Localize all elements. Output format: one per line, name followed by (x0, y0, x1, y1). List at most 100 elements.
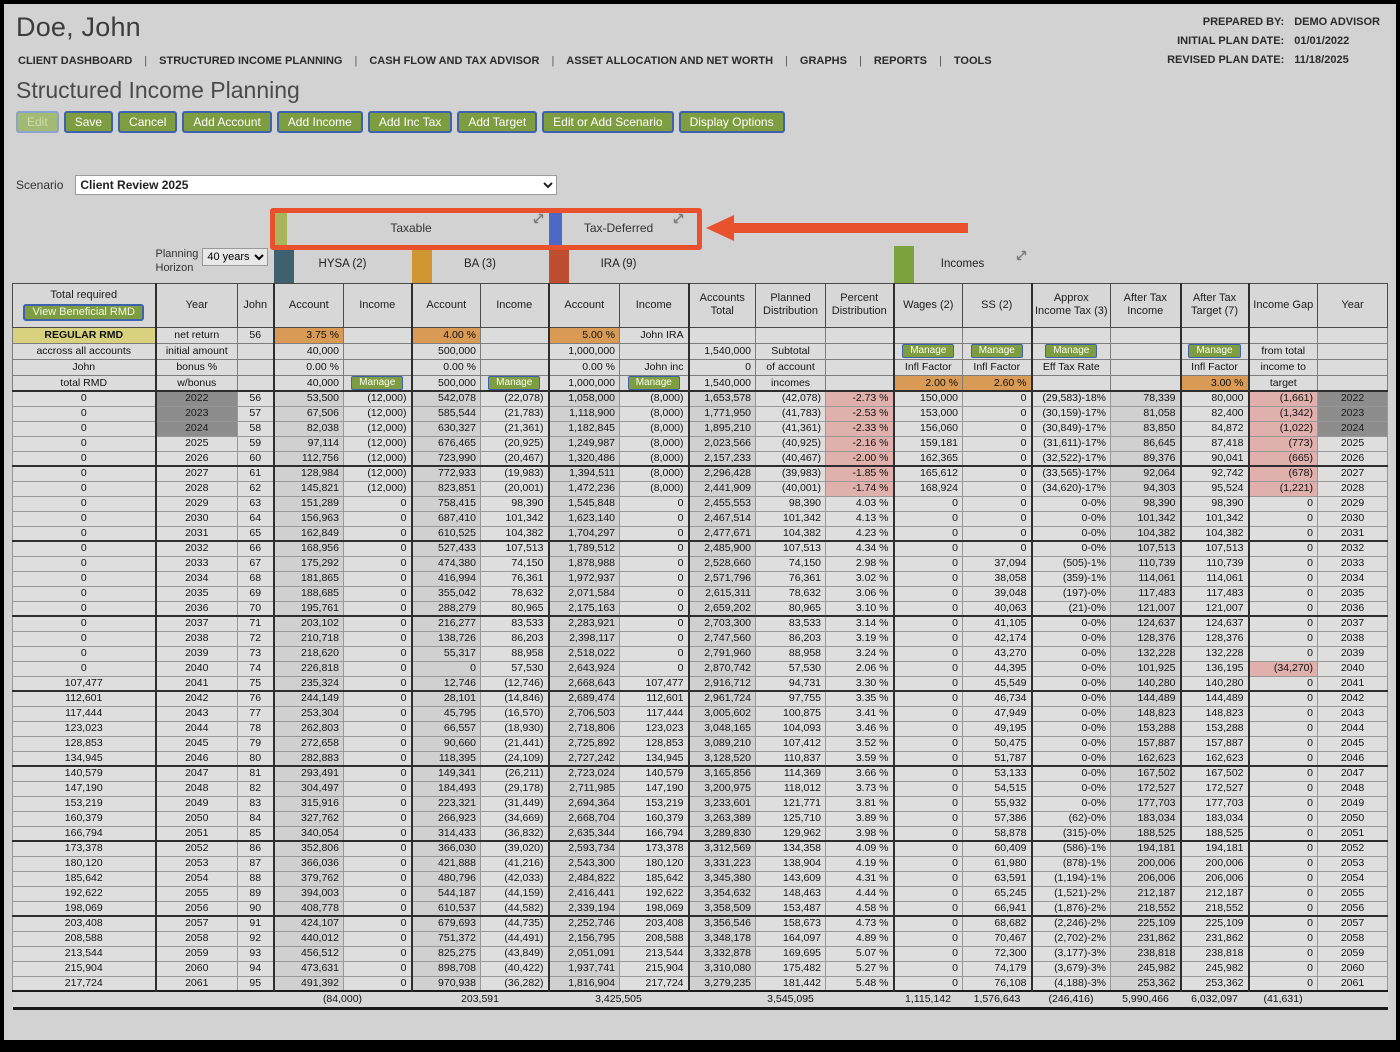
nav-item-client-dashboard[interactable]: CLIENT DASHBOARD (18, 55, 133, 67)
nav-item-graphs[interactable]: GRAPHS (799, 55, 847, 67)
cell-john-age: 83 (237, 795, 274, 812)
cell-ss: 47,949 (962, 705, 1033, 722)
cell-ss: 0 (962, 435, 1033, 452)
cell-after-tax-target: 231,862 (1179, 930, 1250, 947)
group-header-ba-3-[interactable]: BA (3) (411, 246, 549, 283)
cancel-button[interactable]: Cancel (118, 111, 178, 133)
expand-collapse-icon[interactable] (1015, 249, 1028, 262)
cell-wages: 162,365 (892, 450, 964, 467)
cell-hysa-income: 0 (343, 795, 412, 812)
meta-cell-accounts-total: 1,540,000 (687, 342, 757, 360)
cell-john-age: 78 (237, 720, 274, 737)
table-row-2031: 0 2031 65 162,849 0 610,525 104,382 1,704,297 0 2… (12, 525, 1389, 542)
cell-accounts-total: 2,961,724 (687, 690, 757, 707)
add-account-button[interactable]: Add Account (182, 111, 272, 133)
cell-ba-income: 76,361 (480, 570, 549, 587)
cell-hysa-income: 0 (343, 735, 412, 752)
cell-ba-income: 80,965 (480, 600, 549, 617)
manage-button[interactable]: Manage (351, 376, 404, 390)
cell-wages: 0 (892, 900, 964, 917)
cell-income-gap: (665) (1247, 450, 1319, 467)
cell-year-right: 2055 (1317, 885, 1389, 902)
total-income-gap: (41,631) (1248, 990, 1318, 1010)
group-header-hysa-2-[interactable]: HYSA (2) (273, 246, 412, 283)
table-row-2030: 0 2030 64 156,963 0 687,410 101,342 1,623,140 0 2… (12, 510, 1389, 527)
cell-accounts-total: 3,358,509 (687, 900, 757, 917)
meta-cell-approx-income-tax (1030, 326, 1112, 344)
add-income-button[interactable]: Add Income (276, 111, 363, 133)
cell-ba-income: (36,282) (480, 975, 549, 992)
edit-or-add-scenario-button[interactable]: Edit or Add Scenario (542, 111, 674, 133)
cell-after-tax-target: 117,483 (1179, 585, 1250, 602)
nav-item-tools[interactable]: TOOLS (953, 55, 992, 67)
cell-after-tax-target: 104,382 (1179, 525, 1250, 542)
manage-button[interactable]: Manage (970, 344, 1023, 358)
cell-planned-distribution: 74,150 (755, 555, 827, 572)
manage-button[interactable]: Manage (1188, 344, 1241, 358)
cell-ba-income: (22,078) (480, 390, 549, 407)
cell-planned-distribution: 100,875 (755, 705, 827, 722)
meta-cell-ira-account: 5.00 % (547, 326, 620, 344)
cell-ba-account: 970,938 (410, 975, 481, 992)
column-header-after-tax-target: After Tax Target (7) (1179, 282, 1250, 328)
tax-deferred-tab[interactable]: Tax-Deferred (548, 209, 689, 246)
expand-collapse-icon[interactable] (532, 212, 545, 225)
display-options-button[interactable]: Display Options (678, 111, 785, 133)
cell-wages: 0 (892, 960, 964, 977)
cell-planned-distribution: 153,487 (755, 900, 827, 917)
manage-button[interactable]: Manage (627, 376, 680, 390)
cell-ira-income: 208,588 (618, 930, 690, 947)
cell-percent-distribution: 3.24 % (825, 645, 895, 662)
nav-item-structured-income-planning[interactable]: STRUCTURED INCOME PLANNING (159, 55, 343, 67)
manage-button[interactable]: Manage (902, 344, 955, 358)
cell-income-gap: (1,342) (1247, 405, 1319, 422)
cell-after-tax-target: 188,525 (1179, 825, 1250, 842)
cell-after-tax-income: 245,982 (1110, 960, 1182, 977)
cell-wages: 0 (892, 840, 964, 857)
taxable-tab[interactable]: Taxable (273, 209, 549, 246)
cell-total-required: 208,588 (12, 930, 156, 947)
group-header-ira-9-[interactable]: IRA (9) (548, 246, 689, 283)
cell-year: 2052 (154, 840, 238, 857)
cell-after-tax-target: 101,342 (1179, 510, 1250, 527)
cell-accounts-total: 2,703,300 (687, 615, 757, 632)
view-beneficial-rmd-button[interactable]: View Beneficial RMD (23, 304, 144, 321)
edit-button[interactable]: Edit (16, 111, 59, 133)
cell-ba-account: 366,030 (410, 840, 481, 857)
cell-income-gap: 0 (1247, 570, 1319, 587)
cell-hysa-account: 218,620 (272, 645, 344, 662)
scenario-select[interactable]: Client Review 2025 (75, 175, 558, 195)
cell-year-right: 2022 (1317, 390, 1389, 407)
add-target-button[interactable]: Add Target (457, 111, 538, 133)
nav-item-reports[interactable]: REPORTS (873, 55, 928, 67)
cell-total-required: 0 (12, 390, 156, 407)
save-button[interactable]: Save (63, 111, 114, 133)
nav-item-cash-flow-and-tax-advisor[interactable]: CASH FLOW AND TAX ADVISOR (369, 55, 540, 67)
planning-horizon-select[interactable]: 40 years (202, 248, 269, 266)
cell-total-required: 0 (12, 480, 156, 497)
meta-cell-ba-income (480, 326, 549, 344)
cell-ira-income: 140,579 (618, 765, 690, 782)
nav-item-asset-allocation-and-net-worth[interactable]: ASSET ALLOCATION AND NET WORTH (566, 55, 774, 67)
cell-hysa-account: 491,392 (272, 975, 344, 992)
cell-hysa-account: 293,491 (272, 765, 344, 782)
cell-ba-account: 898,708 (410, 960, 481, 977)
group-header-incomes[interactable]: Incomes (893, 246, 1032, 283)
cell-percent-distribution: 4.13 % (825, 510, 895, 527)
cell-wages: 168,924 (892, 480, 964, 497)
manage-button[interactable]: Manage (488, 376, 541, 390)
table-row-2055: 192,622 2055 89 394,003 0 544,187 (44,159) 2,41… (12, 885, 1389, 902)
cell-after-tax-income: 157,887 (1110, 735, 1182, 752)
cell-john-age: 93 (237, 945, 274, 962)
manage-button[interactable]: Manage (1045, 344, 1098, 358)
cell-ba-account: 610,525 (410, 525, 481, 542)
cell-year: 2053 (154, 855, 238, 872)
expand-collapse-icon[interactable] (672, 212, 685, 225)
cell-ss: 39,048 (962, 585, 1033, 602)
cell-approx-income-tax: (3,679)-3% (1030, 960, 1112, 977)
cell-after-tax-income: 231,862 (1110, 930, 1182, 947)
cell-hysa-account: 112,756 (272, 450, 344, 467)
cell-ba-income: (44,582) (480, 900, 549, 917)
cell-hysa-income: 0 (343, 540, 412, 557)
add-inc-tax-button[interactable]: Add Inc Tax (367, 111, 453, 133)
